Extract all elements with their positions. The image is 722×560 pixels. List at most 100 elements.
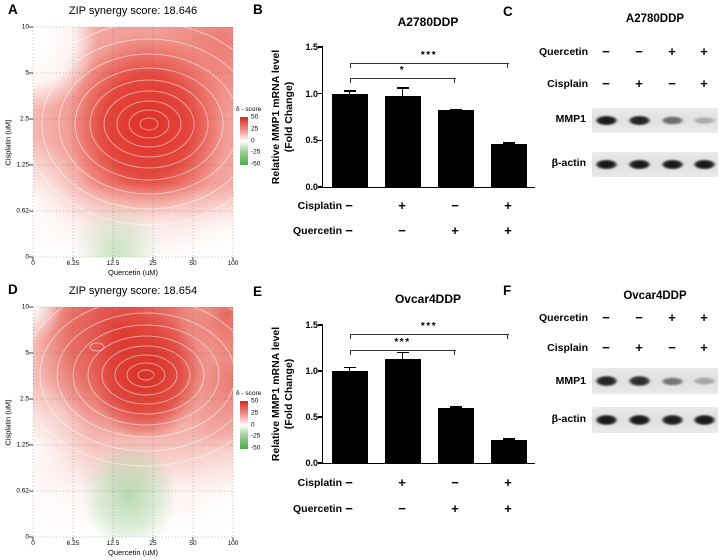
y-tick-mark	[318, 93, 323, 95]
tick-label: -50	[251, 444, 261, 452]
error-whisker	[401, 352, 404, 360]
heatmap-a-title: ZIP synergy score: 18.646	[68, 5, 198, 17]
condition-row-cisplatin-b: Cisplatin − + − +	[298, 198, 534, 213]
colorbar-a-gradient	[240, 117, 248, 165]
significance-bracket	[349, 334, 509, 336]
error-cap	[502, 438, 515, 440]
condition-sign: −	[345, 501, 353, 516]
tick-label: 100	[227, 260, 239, 267]
y-tick-mark	[318, 324, 323, 326]
barchart-e-yticks: 1.5 1.0 0.5 0.0	[292, 320, 318, 468]
condition-sign: +	[635, 76, 643, 91]
bracket-end	[349, 63, 351, 68]
tick-label: 25	[149, 260, 157, 267]
colorbar-d-gradient	[240, 401, 248, 449]
condition-sign: −	[451, 198, 459, 213]
tick-label: 50	[251, 397, 259, 405]
tick-label: 2.5	[19, 395, 29, 403]
protein-band	[624, 374, 654, 388]
blot-c-actin-strip	[591, 152, 719, 177]
condition-row-label: Cisplatin	[297, 200, 342, 212]
tick-label: 25	[251, 409, 259, 417]
error-cap	[449, 406, 462, 408]
tick-label: 0	[25, 533, 29, 541]
error-whisker	[348, 90, 351, 94]
protein-band	[591, 113, 621, 128]
protein-band	[657, 157, 687, 172]
protein-band	[689, 115, 719, 126]
bracket-end	[454, 78, 456, 83]
bar	[490, 144, 527, 187]
tick-label: 50	[189, 260, 197, 267]
condition-sign: +	[504, 198, 512, 213]
condition-sign: −	[451, 475, 459, 490]
panel-label-c: C	[503, 4, 513, 19]
heatmap-d-xlabel: Quercetin (uM)	[107, 548, 158, 557]
y-tick-mark	[318, 186, 323, 188]
protein-band	[624, 113, 654, 128]
condition-sign: −	[398, 501, 406, 516]
bar	[384, 96, 421, 187]
condition-sign: −	[668, 340, 676, 355]
blot-f-actin-label: β-actin	[551, 413, 586, 425]
contour-lines-d	[33, 307, 233, 467]
barchart-b-plot: *** *	[318, 46, 535, 188]
error-cap	[449, 108, 462, 111]
colorbar-a-ticks: 50 25 0 -25 -50	[251, 114, 269, 168]
barchart-b-yticks: 1.5 1.0 0.5 0.0	[292, 42, 318, 192]
condition-sign: +	[700, 76, 708, 91]
error-cap	[343, 366, 356, 369]
condition-row-quercetin-e: Quercetin − − + +	[293, 501, 534, 516]
tick-label: -50	[251, 160, 261, 168]
error-cap	[396, 87, 409, 89]
heatmap-a-yticks: 10 5 2.5 1.25 0.62 0	[2, 24, 29, 261]
tick-label: 0.0	[305, 458, 318, 468]
bracket-end	[349, 334, 351, 339]
bar	[331, 371, 368, 463]
tick-label: 25	[149, 540, 157, 547]
panel-label-f: F	[503, 283, 512, 298]
heatmap-d-xticks: 0 6.25 12.5 25 50 100	[31, 539, 238, 548]
significance-label: ***	[420, 321, 438, 332]
heatmap-d-title: ZIP synergy score: 18.654	[68, 285, 198, 297]
y-tick-mark	[318, 139, 323, 141]
tick-label: 12.5	[106, 540, 120, 547]
tick-label: 2.5	[19, 115, 29, 123]
significance-label: ***	[420, 50, 438, 61]
bracket-end	[507, 334, 509, 339]
condition-sign: +	[668, 44, 676, 59]
condition-sign: +	[504, 475, 512, 490]
colorbar-d-title: δ - score	[236, 390, 262, 397]
tick-label: 1.0	[305, 88, 318, 99]
protein-band	[657, 413, 687, 427]
error-cap	[502, 142, 515, 144]
blot-f-mmp1-label: MMP1	[555, 375, 586, 387]
axis-ticks-a	[29, 26, 234, 261]
panel-label-b: B	[253, 2, 263, 17]
protein-band	[624, 413, 654, 427]
condition-sign: −	[345, 475, 353, 490]
tick-label: 5	[25, 69, 29, 77]
condition-sign: −	[602, 340, 610, 355]
y-tick-mark	[318, 370, 323, 372]
condition-sign: −	[635, 44, 643, 59]
panel-label-d: D	[8, 282, 18, 297]
bar	[437, 407, 474, 463]
barchart-e-plot: *** ***	[318, 321, 535, 464]
tick-label: 0.5	[305, 412, 318, 422]
condition-row-cisplatin-e: Cisplatin − + − +	[298, 475, 534, 490]
tick-label: 1.5	[305, 320, 318, 330]
protein-band	[657, 114, 687, 127]
tick-label: 25	[251, 125, 259, 133]
condition-sign: −	[635, 310, 643, 325]
condition-sign: −	[398, 223, 406, 238]
blot-f-row-cisplain: Cisplain − + − +	[547, 340, 718, 355]
barchart-b-ylabel-line1: Relative MMP1 mRNA level	[270, 49, 282, 185]
condition-sign: −	[602, 76, 610, 91]
condition-sign: +	[635, 340, 643, 355]
condition-sign: −	[345, 223, 353, 238]
condition-sign: +	[451, 223, 459, 238]
tick-label: 100	[227, 540, 239, 547]
blot-c-mmp1-strip	[591, 108, 719, 133]
